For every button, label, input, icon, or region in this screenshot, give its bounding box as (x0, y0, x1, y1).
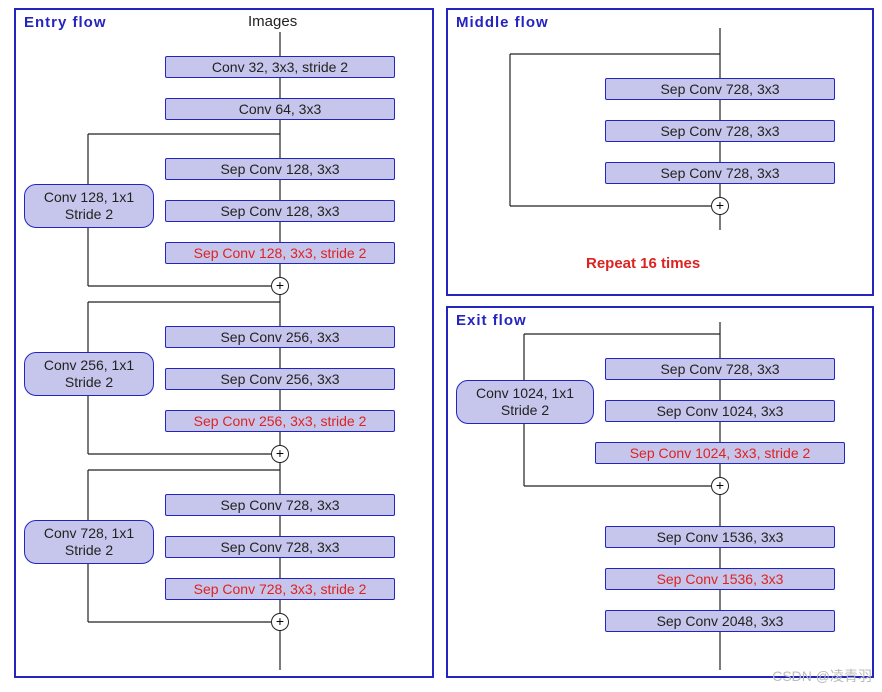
entry-op-0: Conv 32, 3x3, stride 2 (165, 56, 395, 78)
entry-op-3: Sep Conv 128, 3x3 (165, 200, 395, 222)
exit-op-4: Sep Conv 1536, 3x3 (605, 568, 835, 590)
entry-op-9: Sep Conv 728, 3x3 (165, 536, 395, 558)
middle-op-2: Sep Conv 728, 3x3 (605, 162, 835, 184)
repeat-label: Repeat 16 times (586, 255, 700, 272)
entry-side-0: Conv 128, 1x1Stride 2 (24, 184, 154, 228)
entry-side-1: Conv 256, 1x1Stride 2 (24, 352, 154, 396)
middle-plus (711, 197, 729, 215)
entry-op-4: Sep Conv 128, 3x3, stride 2 (165, 242, 395, 264)
entry-plus-1 (271, 445, 289, 463)
exit-op-5: Sep Conv 2048, 3x3 (605, 610, 835, 632)
exit-plus (711, 477, 729, 495)
entry-op-1: Conv 64, 3x3 (165, 98, 395, 120)
entry-op-2: Sep Conv 128, 3x3 (165, 158, 395, 180)
entry-op-10: Sep Conv 728, 3x3, stride 2 (165, 578, 395, 600)
entry-op-8: Sep Conv 728, 3x3 (165, 494, 395, 516)
watermark: CSDN @凌青羽 (772, 666, 872, 686)
middle-op-0: Sep Conv 728, 3x3 (605, 78, 835, 100)
exit-op-1: Sep Conv 1024, 3x3 (605, 400, 835, 422)
entry-op-6: Sep Conv 256, 3x3 (165, 368, 395, 390)
middle-flow-title: Middle flow (456, 14, 549, 31)
exit-flow-title: Exit flow (456, 312, 527, 329)
exit-op-2: Sep Conv 1024, 3x3, stride 2 (595, 442, 845, 464)
exit-op-3: Sep Conv 1536, 3x3 (605, 526, 835, 548)
entry-op-5: Sep Conv 256, 3x3 (165, 326, 395, 348)
entry-flow-title: Entry flow (24, 14, 107, 31)
middle-op-1: Sep Conv 728, 3x3 (605, 120, 835, 142)
entry-plus-2 (271, 613, 289, 631)
entry-op-7: Sep Conv 256, 3x3, stride 2 (165, 410, 395, 432)
exit-op-0: Sep Conv 728, 3x3 (605, 358, 835, 380)
entry-plus-0 (271, 277, 289, 295)
exit-side: Conv 1024, 1x1Stride 2 (456, 380, 594, 424)
middle-flow-panel: Middle flow (446, 8, 874, 296)
entry-side-2: Conv 728, 1x1Stride 2 (24, 520, 154, 564)
images-label: Images (248, 13, 297, 30)
